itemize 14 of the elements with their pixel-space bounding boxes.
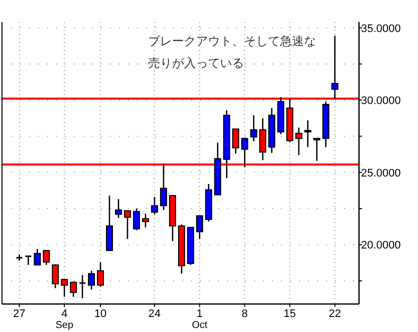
y-tick-label: 35.0000 xyxy=(361,22,401,35)
annotation: 売りが入っている xyxy=(148,56,244,70)
annotation: ブレークアウト、そして急速な xyxy=(148,34,316,48)
x-tick-label: 4 Sep xyxy=(55,308,74,331)
y-tick-label: 25.0000 xyxy=(361,167,401,180)
y-tick-label: 30.0000 xyxy=(361,95,401,108)
x-tick-label: 22 xyxy=(328,308,341,320)
y-tick-label: 20.0000 xyxy=(361,240,401,252)
x-tick-label: 15 xyxy=(284,308,296,320)
x-tick-label: 8 xyxy=(242,308,248,320)
x-tick-label: 27 xyxy=(13,308,26,320)
x-tick-label: 24 xyxy=(148,308,161,320)
x-tick-label: 1 Oct xyxy=(192,308,208,331)
x-tick-label: 10 xyxy=(94,308,107,320)
